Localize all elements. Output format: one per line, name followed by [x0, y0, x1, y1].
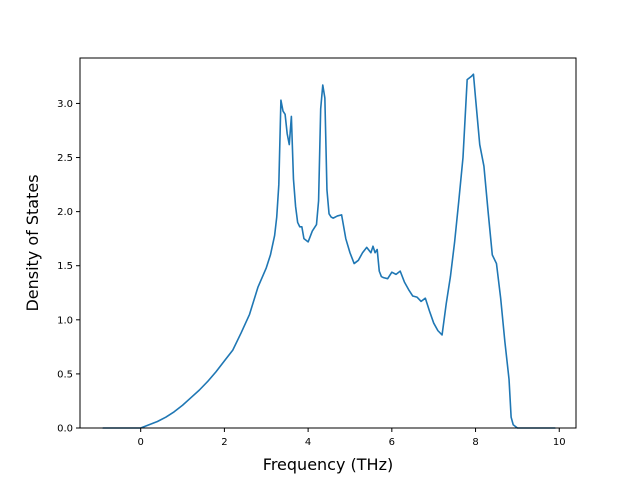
x-axis: 0 2 4 6 8 10 — [138, 428, 566, 448]
y-tick-label: 2.5 — [57, 153, 73, 164]
plot-area — [79, 57, 577, 429]
series-line — [102, 73, 556, 429]
y-tick-label: 1.0 — [57, 315, 73, 326]
plot-frame — [79, 57, 577, 429]
y-axis: 0.0 0.5 1.0 1.5 2.0 2.5 3.0 — [57, 99, 80, 435]
y-tick-label: 3.0 — [57, 99, 73, 110]
x-tick-label: 10 — [553, 437, 566, 448]
x-tick-label: 6 — [389, 437, 395, 448]
x-axis-label: Frequency (THz) — [263, 455, 393, 474]
x-tick-label: 0 — [138, 437, 144, 448]
y-axis-label: Density of States — [23, 174, 42, 311]
y-tick-label: 0.5 — [57, 369, 73, 380]
x-tick-label: 2 — [221, 437, 227, 448]
x-tick-label: 8 — [472, 437, 478, 448]
y-tick-label: 0.0 — [57, 424, 73, 435]
plot-background — [80, 58, 576, 428]
y-tick-label: 1.5 — [57, 261, 73, 272]
x-tick-label: 4 — [305, 437, 311, 448]
y-tick-label: 2.0 — [57, 207, 73, 218]
